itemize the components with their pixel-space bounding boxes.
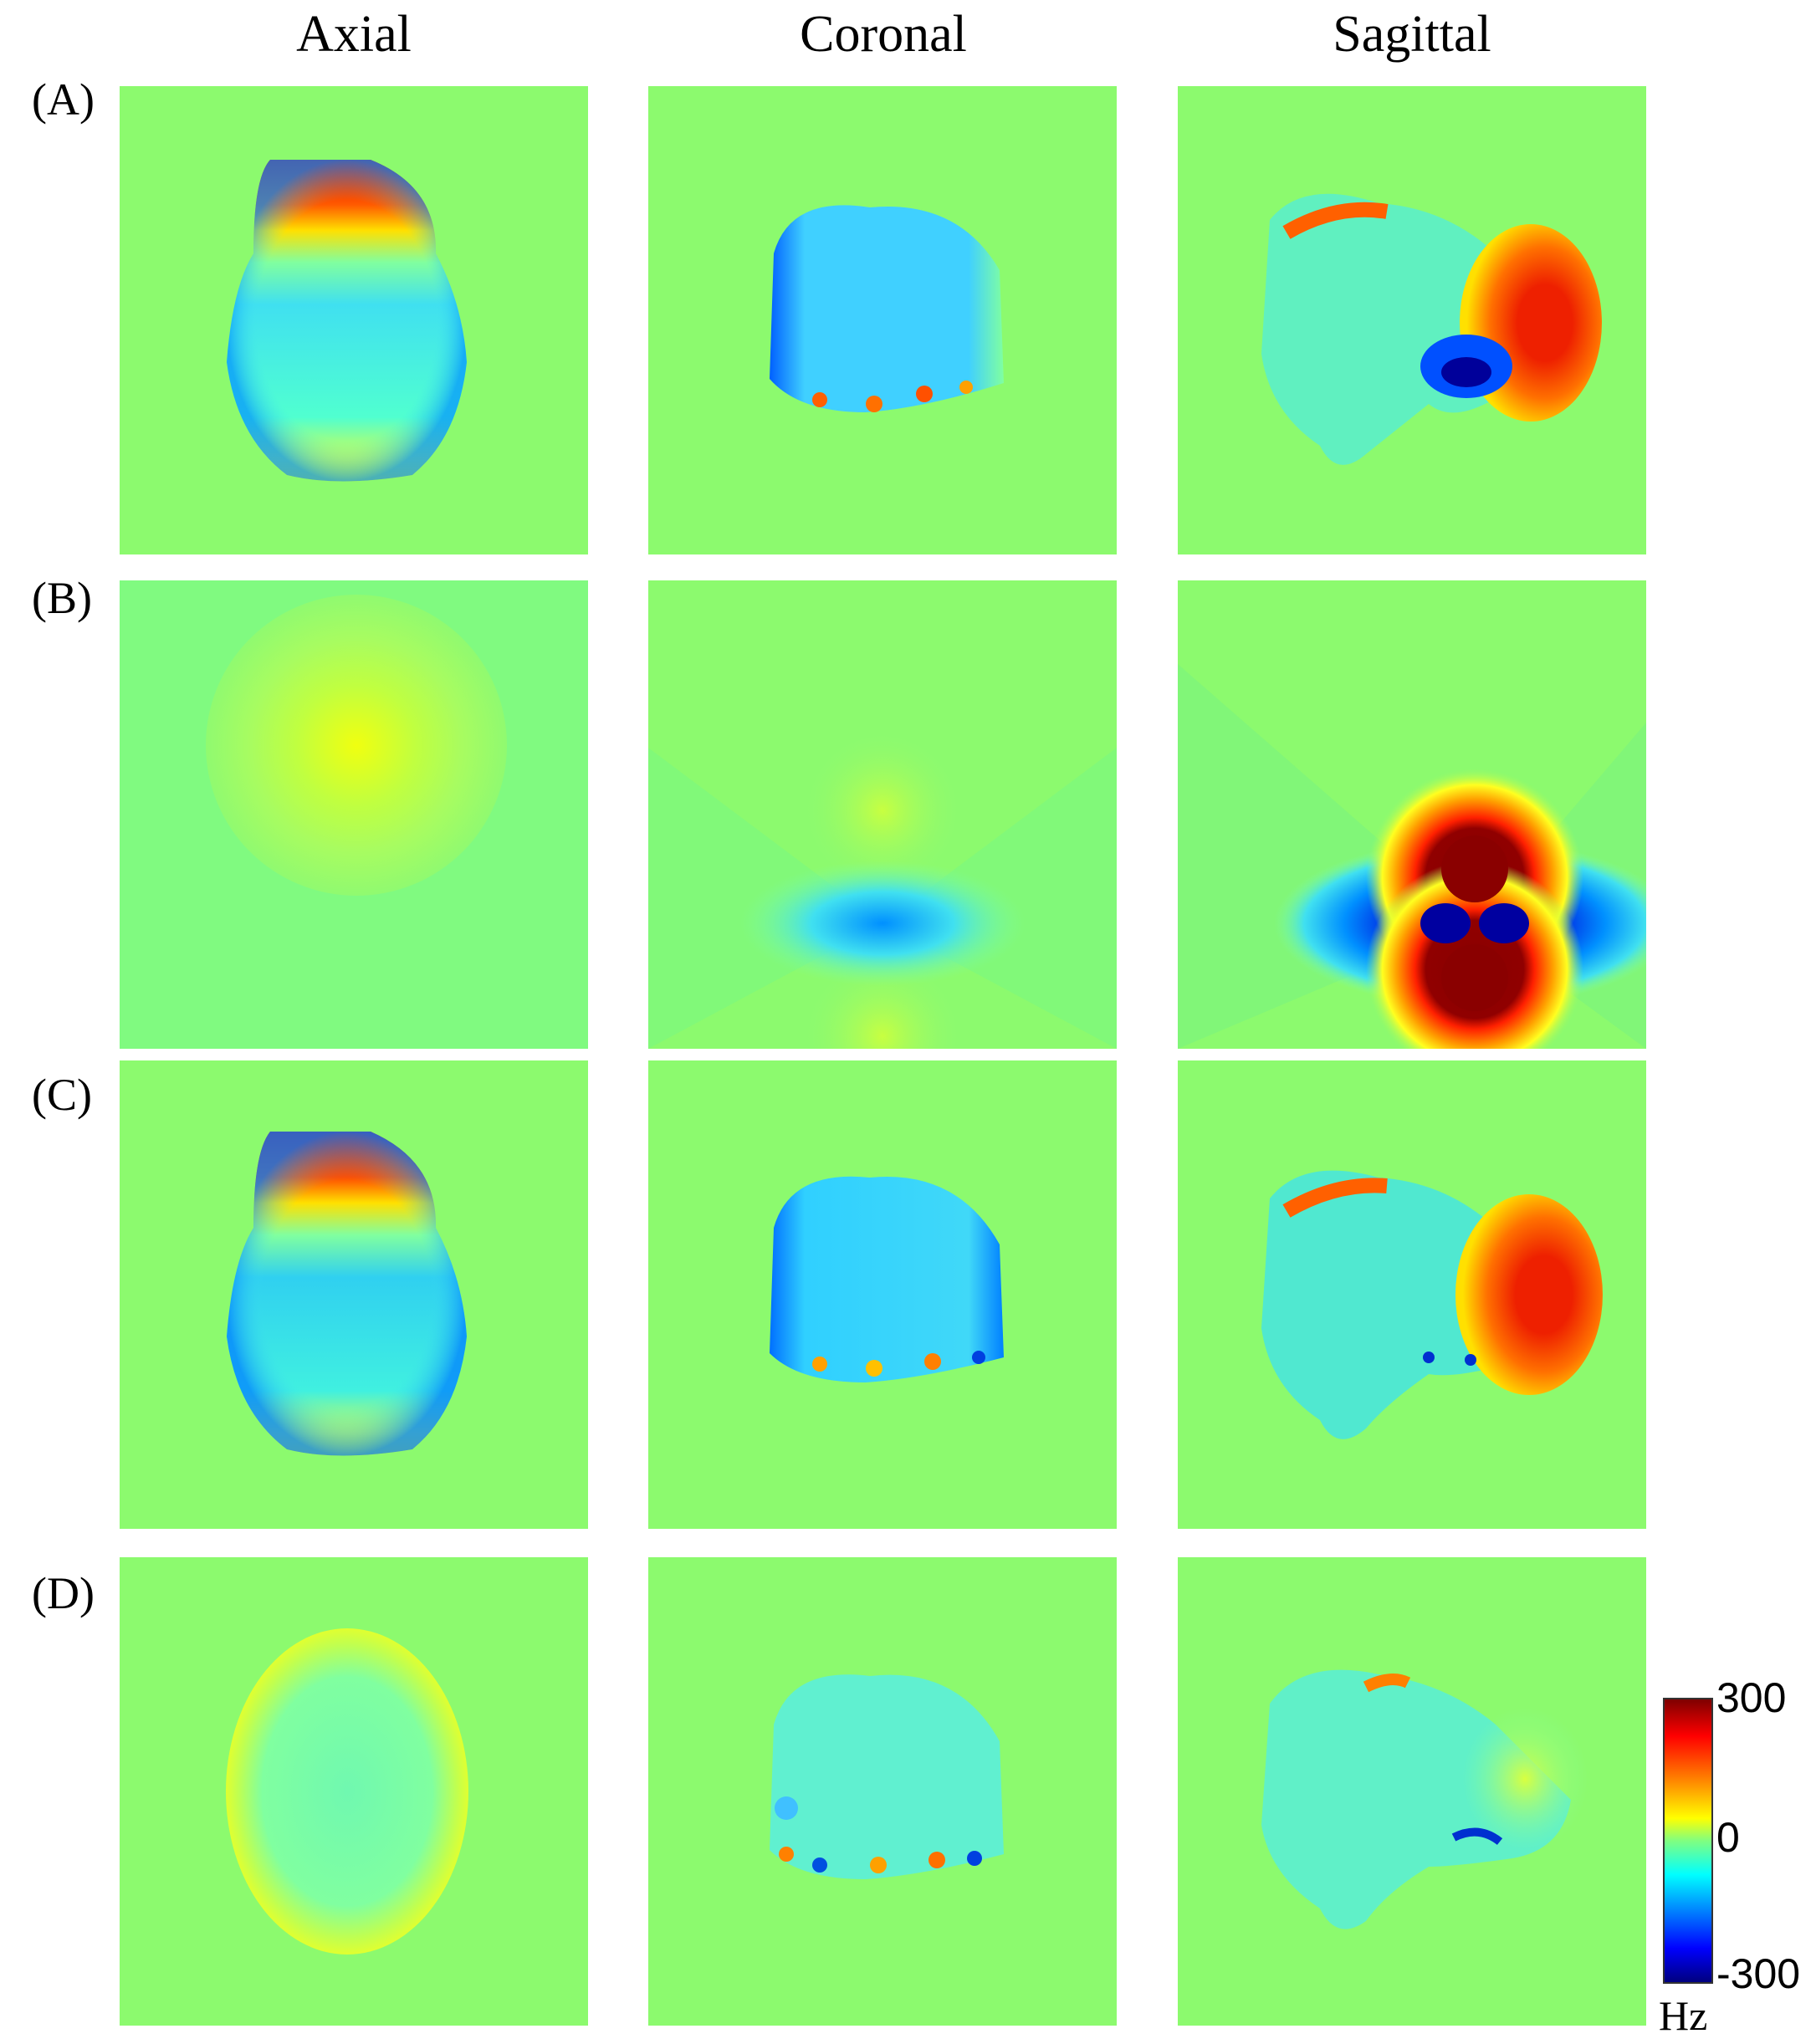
panel-d-coronal (648, 1557, 1117, 2026)
colorbar (1663, 1698, 1713, 1984)
panel-d-sagittal (1178, 1557, 1646, 2026)
panel-a-axial (120, 86, 588, 554)
panel-b-axial (120, 580, 588, 1049)
colorbar-unit-label: Hz (1659, 1992, 1708, 2039)
row-label-c: (C) (32, 1070, 92, 1120)
row-label-b: (B) (32, 573, 92, 623)
panel-c-coronal (648, 1060, 1117, 1529)
row-label-d: (D) (32, 1568, 95, 1618)
panel-b-coronal (648, 580, 1117, 1049)
colorbar-zero-label: 0 (1716, 1814, 1740, 1861)
panel-c-sagittal (1178, 1060, 1646, 1529)
colorbar-max-label: 300 (1716, 1674, 1787, 1721)
row-label-a: (A) (32, 74, 95, 125)
panel-a-sagittal (1178, 86, 1646, 554)
panel-c-axial (120, 1060, 588, 1529)
panel-d-axial (120, 1557, 588, 2026)
column-header-coronal: Coronal (800, 6, 967, 63)
colorbar-min-label: -300 (1716, 1950, 1801, 1997)
panel-b-sagittal (1178, 580, 1646, 1049)
panel-a-coronal (648, 86, 1117, 554)
column-header-axial: Axial (296, 6, 412, 63)
column-header-sagittal: Sagittal (1333, 6, 1491, 63)
